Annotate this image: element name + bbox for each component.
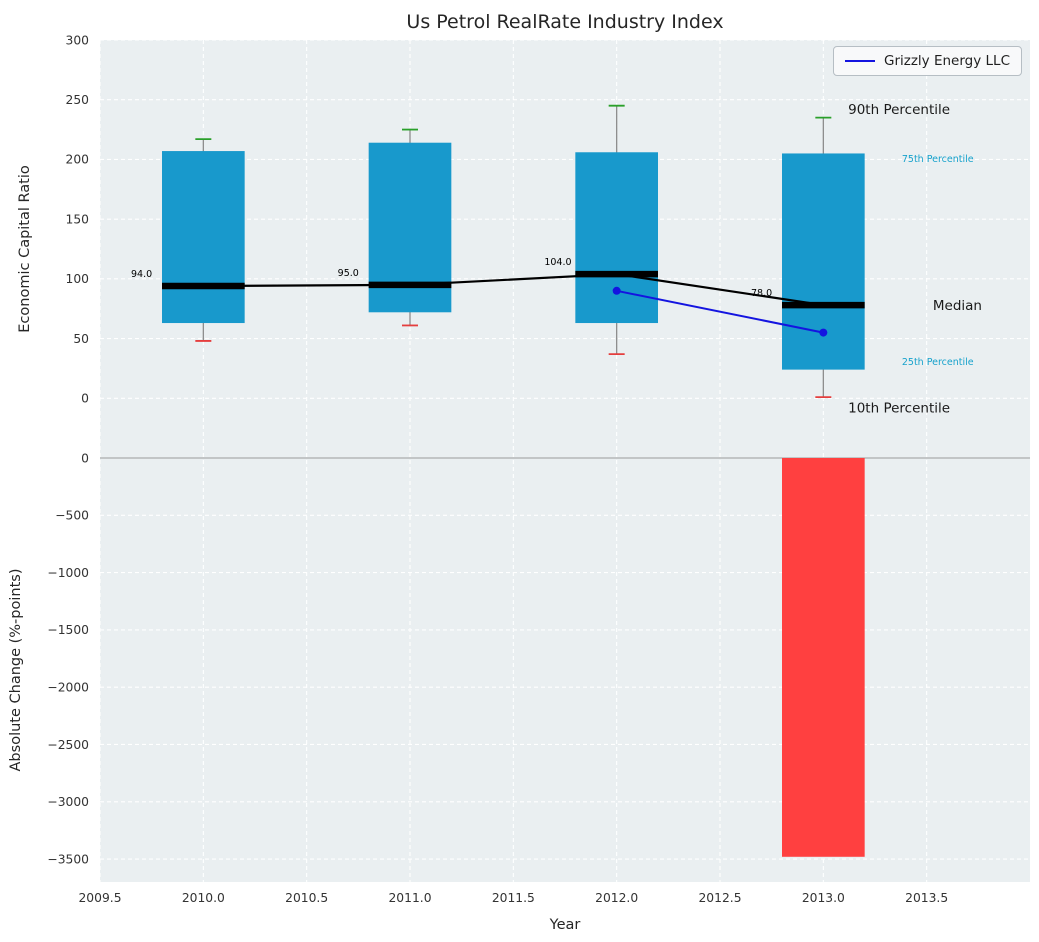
company-line xyxy=(616,289,824,334)
y-tick-label-bottom: −3000 xyxy=(47,795,89,809)
y-tick-label-bottom: −2500 xyxy=(47,738,89,752)
y-tick-label-top: 0 xyxy=(81,392,89,406)
annotation-90th-percentile: 90th Percentile xyxy=(848,102,950,118)
y-tick-label-top: 150 xyxy=(66,212,89,226)
x-tick-label: 2010.5 xyxy=(285,891,328,905)
x-tick-label: 2011.0 xyxy=(388,891,431,905)
x-tick-label: 2009.5 xyxy=(78,891,121,905)
x-tick-label: 2013.0 xyxy=(802,891,845,905)
company-point xyxy=(612,286,621,295)
annotation-median: Median xyxy=(933,298,982,314)
y-tick-label-top: 100 xyxy=(66,272,89,286)
x-tick-label: 2013.5 xyxy=(905,891,948,905)
y-tick-label-bottom: −1000 xyxy=(47,566,89,580)
annotation-75th-percentile: 75th Percentile xyxy=(902,154,974,165)
legend-label: Grizzly Energy LLC xyxy=(884,53,1010,69)
x-tick-label: 2010.0 xyxy=(182,891,225,905)
legend-line-sample xyxy=(845,60,875,62)
median-trend-line xyxy=(203,272,824,307)
bottom-y-axis-label: Absolute Change (%-points) xyxy=(8,569,24,772)
plot-background xyxy=(100,40,1030,882)
y-tick-label-bottom: −500 xyxy=(55,509,89,523)
box-2010 xyxy=(162,151,245,324)
x-tick-label: 2011.5 xyxy=(492,891,535,905)
y-tick-label-top: 250 xyxy=(66,93,89,107)
y-tick-label-top: 300 xyxy=(66,33,89,47)
chart-title: Us Petrol RealRate Industry Index xyxy=(406,11,723,33)
legend: Grizzly Energy LLC xyxy=(833,46,1022,76)
box-2013 xyxy=(782,153,865,370)
x-tick-label: 2012.0 xyxy=(595,891,638,905)
y-tick-label-bottom: −1500 xyxy=(47,623,89,637)
y-tick-label-bottom: −3500 xyxy=(47,852,89,866)
median-label-2012: 104.0 xyxy=(544,257,571,268)
y-tick-label-bottom: 0 xyxy=(81,451,89,465)
y-tick-label-bottom: −2000 xyxy=(47,680,89,694)
median-label-2013: 78.0 xyxy=(751,288,772,299)
chart-dynamic-layer: 94.0 95.0 104.0 78.0 90th Percentile 75th Per… xyxy=(47,33,1030,905)
change-bar-2013 xyxy=(782,458,865,857)
company-point xyxy=(819,328,828,337)
median-label-2010: 94.0 xyxy=(131,269,152,280)
x-tick-label: 2012.5 xyxy=(698,891,741,905)
annotation-10th-percentile: 10th Percentile xyxy=(848,401,950,417)
x-axis-label: Year xyxy=(549,917,581,933)
top-y-axis-label: Economic Capital Ratio xyxy=(17,165,33,333)
median-label-2011: 95.0 xyxy=(338,268,359,279)
annotation-25th-percentile: 25th Percentile xyxy=(902,357,974,368)
y-tick-label-top: 50 xyxy=(73,332,89,346)
y-tick-label-top: 200 xyxy=(66,153,89,167)
